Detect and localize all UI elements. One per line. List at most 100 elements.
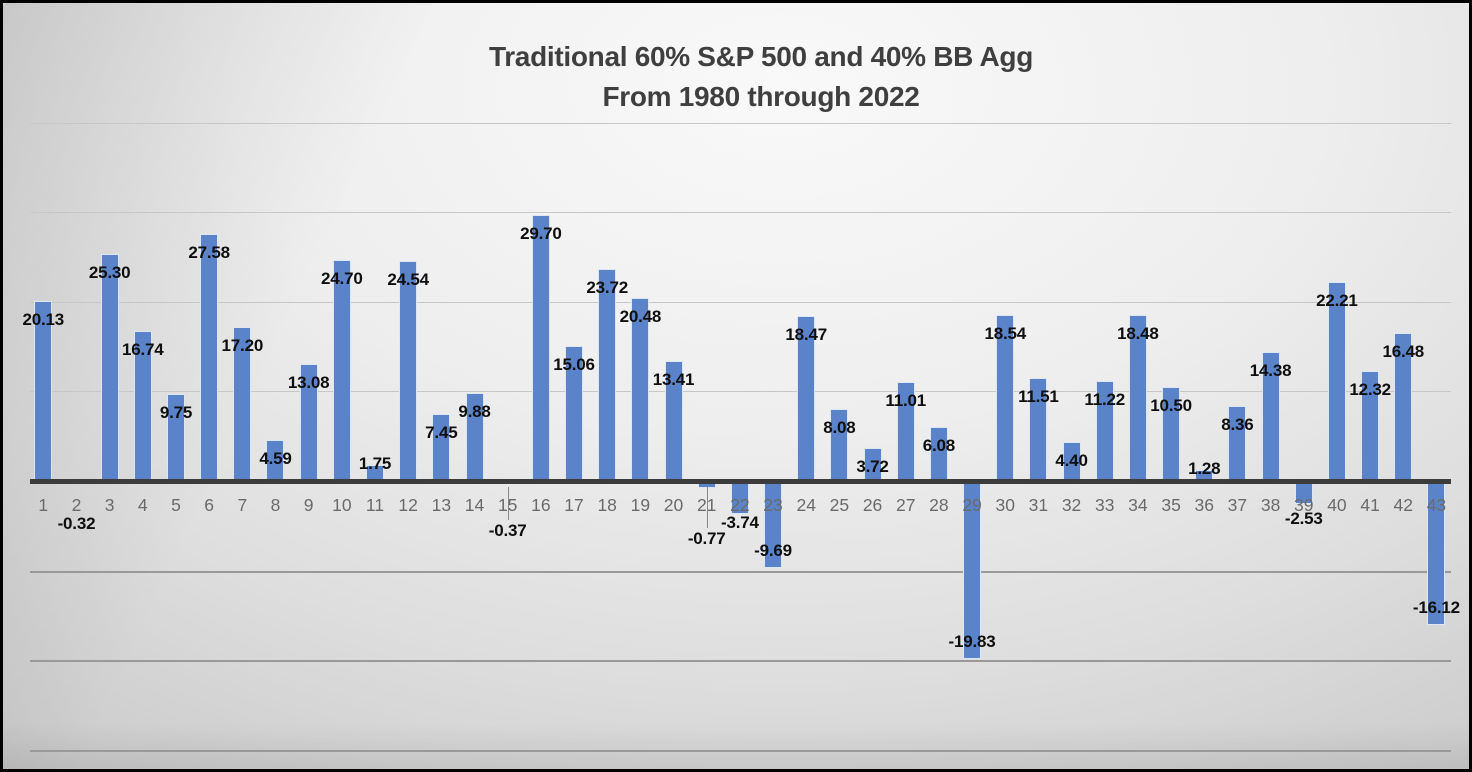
category-label: 6 <box>204 495 214 515</box>
category-label: 15 <box>497 495 518 515</box>
data-label: 23.72 <box>586 277 628 297</box>
data-label: -3.74 <box>720 513 759 533</box>
category-label: 28 <box>929 495 949 515</box>
category-label: 5 <box>171 495 181 515</box>
data-label: -2.53 <box>1284 509 1323 528</box>
data-label: -19.83 <box>948 631 996 651</box>
data-label: 15.06 <box>553 355 595 375</box>
category-label: 40 <box>1327 495 1347 515</box>
category-label: 25 <box>829 495 850 515</box>
bar-10[interactable] <box>332 259 351 484</box>
data-label: 20.13 <box>22 309 65 329</box>
data-label: 24.70 <box>321 268 363 288</box>
data-label: 8.08 <box>823 417 856 437</box>
gridline <box>30 660 1451 663</box>
category-label: 13 <box>431 495 452 515</box>
data-label: -0.32 <box>57 514 96 533</box>
data-label: 7.45 <box>425 423 458 443</box>
data-label: 6.08 <box>922 435 956 455</box>
data-label: 18.54 <box>984 323 1026 343</box>
category-label: 24 <box>796 495 816 515</box>
category-label: 1 <box>38 495 49 515</box>
category-label: 27 <box>895 495 916 515</box>
category-label: 30 <box>995 495 1015 515</box>
category-label: 33 <box>1095 495 1115 515</box>
data-label: 1.75 <box>358 454 392 474</box>
data-label: 20.48 <box>619 306 662 326</box>
data-label: -16.12 <box>1412 598 1460 618</box>
data-label: 14.38 <box>1249 361 1292 381</box>
gridline <box>30 212 1451 214</box>
category-label: 31 <box>1028 495 1049 515</box>
data-label: 8.36 <box>1221 415 1254 435</box>
gridline <box>30 391 1451 393</box>
data-label: -0.37 <box>488 521 527 540</box>
bar-12[interactable] <box>399 261 418 484</box>
data-label: 16.74 <box>122 340 164 360</box>
data-label: 11.01 <box>885 391 927 411</box>
category-label: 26 <box>862 495 883 515</box>
bar-3[interactable] <box>100 254 119 484</box>
data-label: 12.32 <box>1349 379 1391 399</box>
category-label: 14 <box>464 495 485 515</box>
data-label: 24.54 <box>387 270 429 290</box>
gridline <box>30 749 1451 752</box>
category-label: 22 <box>730 495 750 515</box>
data-label: 13.41 <box>652 369 695 389</box>
category-label: 39 <box>1294 495 1314 515</box>
data-label: 3.72 <box>856 456 889 476</box>
plot-area: 1 20.13 2 -0.32 3 25.30 4 16.74 5 9.75 6 27.58 7 17.2… <box>3 3 1469 769</box>
bar-6[interactable] <box>200 233 219 484</box>
category-label: 29 <box>962 495 982 515</box>
category-label: 34 <box>1128 495 1148 515</box>
data-label: -9.69 <box>754 540 792 560</box>
data-label: 29.70 <box>520 224 562 243</box>
category-label: 21 <box>696 495 717 515</box>
label-leader-line <box>706 487 708 528</box>
data-label: 25.30 <box>88 263 131 283</box>
category-label: 3 <box>104 495 115 515</box>
bar-18[interactable] <box>598 268 617 484</box>
category-label: 9 <box>303 495 314 515</box>
category-label: 16 <box>531 495 551 515</box>
data-label: 11.51 <box>1018 386 1059 406</box>
gridline <box>30 122 1451 124</box>
data-label: 18.47 <box>785 324 827 344</box>
bar-16[interactable] <box>531 215 550 484</box>
data-label: 4.59 <box>259 448 292 468</box>
data-label: 18.48 <box>1117 324 1159 344</box>
category-label: 8 <box>270 495 281 515</box>
category-label: 7 <box>237 495 248 515</box>
category-label: 12 <box>398 495 418 515</box>
category-label: 17 <box>564 495 584 515</box>
data-label: 11.22 <box>1084 389 1126 409</box>
category-label: 10 <box>332 495 352 515</box>
chart-title-line1: Traditional 60% S&P 500 and 40% BB Agg <box>488 41 1034 72</box>
data-label: 16.48 <box>1382 342 1425 362</box>
category-label: 38 <box>1260 495 1281 515</box>
category-label: 42 <box>1393 495 1413 515</box>
gridline <box>30 570 1451 573</box>
data-label: 17.20 <box>221 335 264 355</box>
data-label: 10.50 <box>1150 395 1192 415</box>
data-label: 4.40 <box>1055 450 1088 470</box>
data-label: 1.28 <box>1188 458 1221 478</box>
category-label: 37 <box>1227 495 1248 515</box>
category-label: 41 <box>1360 495 1380 515</box>
x-axis-line <box>30 479 1451 484</box>
data-label: 9.75 <box>159 402 193 422</box>
data-label: 9.88 <box>458 401 491 421</box>
chart-title-line2: From 1980 through 2022 <box>602 81 920 112</box>
category-label: 2 <box>71 495 82 515</box>
gridline <box>30 301 1451 303</box>
category-label: 20 <box>663 495 684 515</box>
label-leader-line <box>507 487 509 520</box>
category-label: 32 <box>1061 495 1082 515</box>
data-label: 22.21 <box>1316 291 1358 311</box>
category-label: 35 <box>1161 495 1181 515</box>
data-label: -0.77 <box>687 529 726 548</box>
category-label: 36 <box>1194 495 1214 515</box>
category-label: 18 <box>597 495 617 515</box>
data-label: 27.58 <box>188 242 230 262</box>
